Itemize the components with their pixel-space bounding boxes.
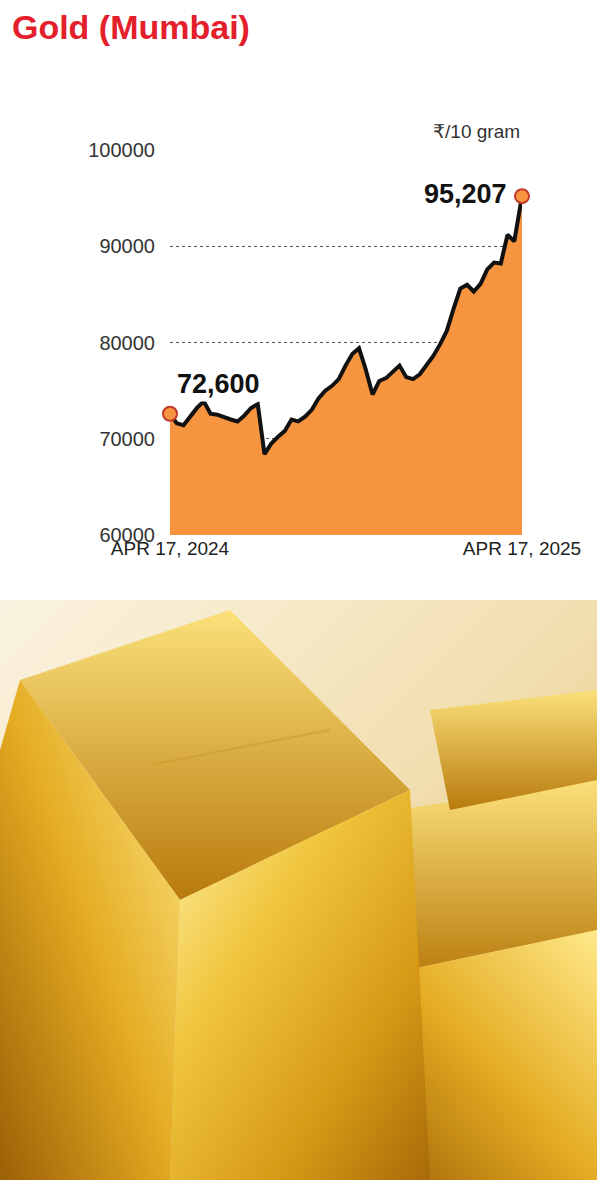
svg-text:70000: 70000 (99, 428, 155, 450)
svg-text:₹/10 gram: ₹/10 gram (433, 121, 520, 142)
svg-text:60000: 60000 (99, 524, 155, 546)
svg-text:95,207: 95,207 (424, 179, 507, 209)
svg-text:APR 17, 2025: APR 17, 2025 (463, 538, 581, 559)
svg-text:80000: 80000 (99, 332, 155, 354)
svg-text:90000: 90000 (99, 235, 155, 257)
svg-text:Gold (Mumbai): Gold (Mumbai) (12, 8, 250, 46)
svg-text:100000: 100000 (88, 139, 155, 161)
svg-text:72,600: 72,600 (177, 369, 260, 399)
svg-text:APR 17, 2024: APR 17, 2024 (111, 538, 230, 559)
